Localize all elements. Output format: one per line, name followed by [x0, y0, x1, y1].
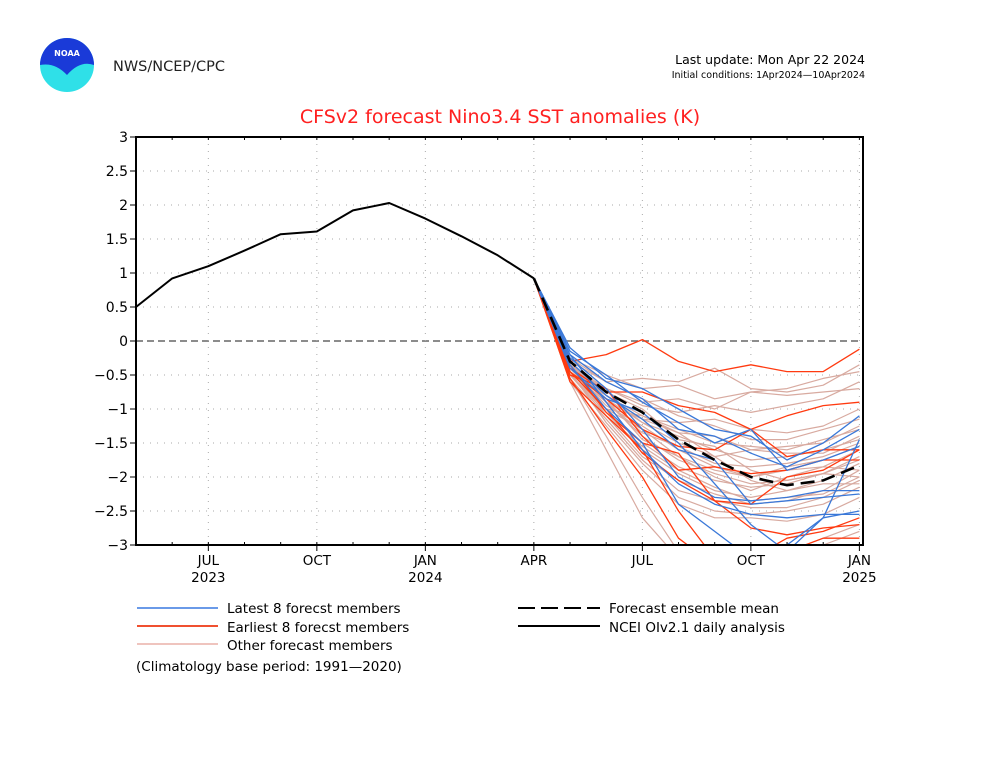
x-tick-label: JUL — [631, 553, 654, 569]
x-tick-label: JAN — [413, 553, 437, 569]
latest-member-line — [533, 278, 860, 471]
y-tick-label: −2 — [107, 470, 128, 486]
earliest-member-line — [533, 278, 860, 373]
noaa-logo: NOAA — [40, 38, 94, 92]
earliest-members — [533, 278, 860, 545]
x-tick-year: 2025 — [842, 570, 876, 586]
other-member-line — [533, 278, 860, 545]
other-member-line — [533, 278, 860, 498]
earliest-member-line — [533, 278, 860, 545]
earliest-member-line — [533, 278, 860, 545]
y-axis: 3 2.5 2 1.5 1 0.5 0 −0.5 −1 −1.5 −2 −2.5 −3 — [94, 130, 860, 554]
y-tick-label: −1.5 — [94, 436, 128, 452]
other-member-line — [533, 278, 860, 516]
climatology-note: (Climatology base period: 1991—2020) — [136, 659, 402, 675]
legend-label-other: Other forecast members — [227, 638, 393, 654]
legend: Latest 8 forecst members Earliest 8 fore… — [136, 601, 785, 675]
y-tick-label: 1 — [119, 266, 128, 282]
earliest-member-line — [533, 278, 860, 505]
legend-label-earliest: Earliest 8 forecst members — [227, 620, 409, 636]
latest-member-line — [533, 278, 860, 502]
latest-member-line — [533, 278, 860, 545]
x-tick-year: 2023 — [191, 570, 225, 586]
other-member-line — [533, 278, 860, 441]
y-tick-label: 1.5 — [106, 232, 128, 248]
y-tick-label: −3 — [107, 538, 128, 554]
observed-layer — [135, 202, 535, 308]
legend-label-observed: NCEI OIv2.1 daily analysis — [609, 620, 785, 636]
org-label: NWS/NCEP/CPC — [113, 59, 225, 75]
x-tick-label: JAN — [847, 553, 871, 569]
y-tick-label: 0.5 — [106, 300, 128, 316]
x-tick-label: OCT — [303, 553, 332, 569]
other-member-line — [533, 278, 860, 458]
y-tick-label: −2.5 — [94, 504, 128, 520]
x-tick-label: OCT — [737, 553, 766, 569]
other-members — [533, 278, 860, 545]
y-tick-label: 2.5 — [106, 164, 128, 180]
logo-top — [40, 38, 94, 75]
y-tick-label: 0 — [119, 334, 128, 350]
latest-members — [533, 278, 860, 545]
x-tick-year: 2024 — [408, 570, 442, 586]
other-member-line — [533, 278, 860, 502]
earliest-member-line — [533, 278, 860, 431]
y-tick-label: −0.5 — [94, 368, 128, 384]
observed-line — [135, 202, 535, 308]
grid — [136, 137, 863, 545]
x-tick-label: JUL — [197, 553, 220, 569]
y-tick-label: 2 — [119, 198, 128, 214]
latest-member-line — [533, 278, 860, 545]
ensemble-mean-layer — [532, 277, 860, 487]
ensemble-mean-line — [532, 277, 860, 487]
initial-conditions: Initial conditions: 1Apr2024—10Apr2024 — [672, 70, 865, 81]
logo-text: NOAA — [54, 49, 80, 58]
legend-label-mean: Forecast ensemble mean — [609, 601, 779, 617]
chart-title: CFSv2 forecast Nino3.4 SST anomalies (K) — [300, 106, 700, 128]
earliest-member-line — [533, 278, 860, 458]
x-tick-label: APR — [520, 553, 547, 569]
other-member-line — [533, 278, 860, 545]
y-tick-label: −1 — [107, 402, 128, 418]
last-update: Last update: Mon Apr 22 2024 — [675, 52, 865, 67]
legend-label-latest: Latest 8 forecst members — [227, 601, 401, 617]
other-member-line — [533, 278, 860, 393]
y-tick-label: 3 — [119, 130, 128, 146]
other-member-line — [533, 278, 860, 400]
